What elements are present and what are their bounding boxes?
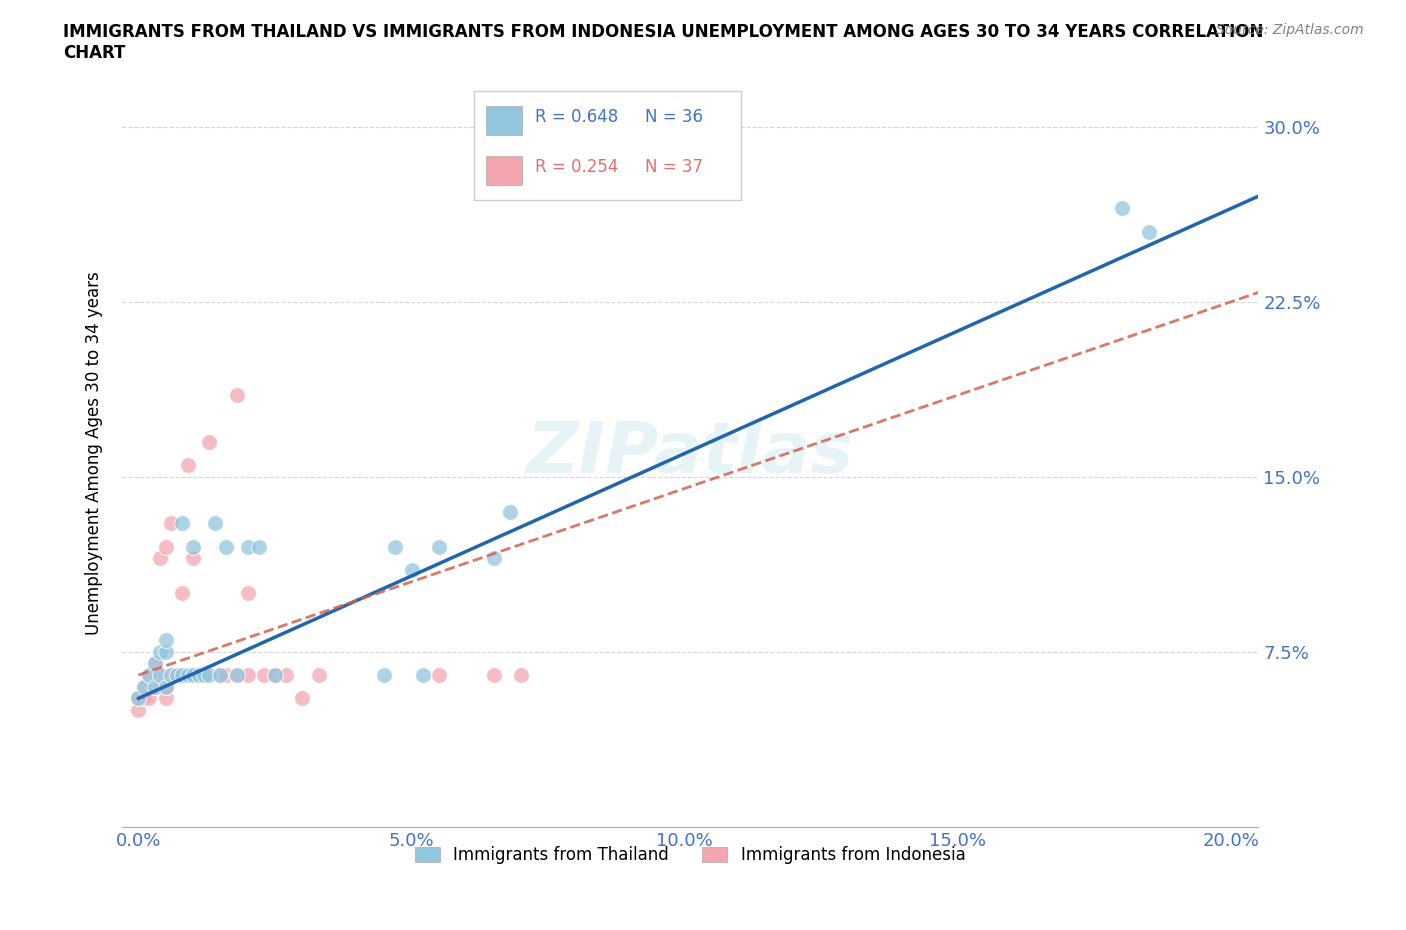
Point — [181, 668, 204, 683]
Point — [172, 668, 194, 683]
Point — [236, 539, 259, 554]
Point — [308, 668, 330, 683]
Point — [127, 702, 149, 717]
Text: N = 36: N = 36 — [645, 109, 703, 126]
Point — [181, 551, 204, 565]
Point — [132, 679, 155, 694]
Point — [138, 691, 160, 706]
Point — [236, 668, 259, 683]
Point — [155, 644, 177, 659]
Point — [181, 539, 204, 554]
Point — [149, 644, 172, 659]
Text: R = 0.648: R = 0.648 — [534, 109, 617, 126]
Point — [225, 668, 247, 683]
Point — [384, 539, 406, 554]
Text: N = 37: N = 37 — [645, 158, 703, 177]
Point — [427, 668, 450, 683]
Point — [138, 668, 160, 683]
Point — [155, 691, 177, 706]
Text: Source: ZipAtlas.com: Source: ZipAtlas.com — [1216, 23, 1364, 37]
Text: IMMIGRANTS FROM THAILAND VS IMMIGRANTS FROM INDONESIA UNEMPLOYMENT AMONG AGES 30: IMMIGRANTS FROM THAILAND VS IMMIGRANTS F… — [63, 23, 1264, 41]
Point — [166, 668, 188, 683]
Point — [209, 668, 232, 683]
Point — [198, 434, 221, 449]
FancyBboxPatch shape — [474, 91, 741, 200]
Point — [215, 539, 238, 554]
Point — [482, 668, 505, 683]
Point — [155, 679, 177, 694]
Point — [215, 668, 238, 683]
Point — [176, 668, 198, 683]
Point — [149, 668, 172, 683]
Point — [143, 656, 166, 671]
Point — [225, 668, 247, 683]
Bar — [485, 106, 522, 135]
Point — [427, 539, 450, 554]
Point — [236, 586, 259, 601]
Point — [149, 551, 172, 565]
Point — [264, 668, 287, 683]
Point — [482, 551, 505, 565]
Point — [138, 668, 160, 683]
Point — [204, 516, 226, 531]
Point — [160, 668, 183, 683]
Point — [225, 388, 247, 403]
Point — [172, 516, 194, 531]
Point — [155, 632, 177, 647]
Point — [132, 679, 155, 694]
Point — [132, 691, 155, 706]
Point — [187, 668, 209, 683]
Point — [209, 668, 232, 683]
Point — [176, 458, 198, 472]
Text: CHART: CHART — [63, 44, 125, 61]
Point — [193, 668, 215, 683]
Point — [160, 668, 183, 683]
Point — [155, 679, 177, 694]
Point — [499, 504, 522, 519]
Y-axis label: Unemployment Among Ages 30 to 34 years: Unemployment Among Ages 30 to 34 years — [86, 272, 103, 635]
Point — [166, 668, 188, 683]
Point — [127, 691, 149, 706]
Point — [160, 516, 183, 531]
Point — [143, 679, 166, 694]
Point — [181, 668, 204, 683]
Point — [172, 586, 194, 601]
Bar — [485, 156, 522, 185]
Point — [412, 668, 434, 683]
Point — [1111, 201, 1133, 216]
Text: ZIPatlas: ZIPatlas — [527, 418, 853, 488]
Point — [509, 668, 531, 683]
Point — [291, 691, 314, 706]
Point — [264, 668, 287, 683]
Point — [155, 539, 177, 554]
Point — [274, 668, 297, 683]
Point — [198, 668, 221, 683]
Point — [149, 668, 172, 683]
Legend: Immigrants from Thailand, Immigrants from Indonesia: Immigrants from Thailand, Immigrants fro… — [408, 839, 972, 870]
Point — [1137, 224, 1160, 239]
Point — [253, 668, 276, 683]
Point — [373, 668, 395, 683]
Point — [247, 539, 270, 554]
Point — [127, 691, 149, 706]
Point — [193, 668, 215, 683]
Point — [401, 563, 423, 578]
Point — [143, 679, 166, 694]
Text: R = 0.254: R = 0.254 — [534, 158, 619, 177]
Point — [143, 656, 166, 671]
Point — [172, 668, 194, 683]
